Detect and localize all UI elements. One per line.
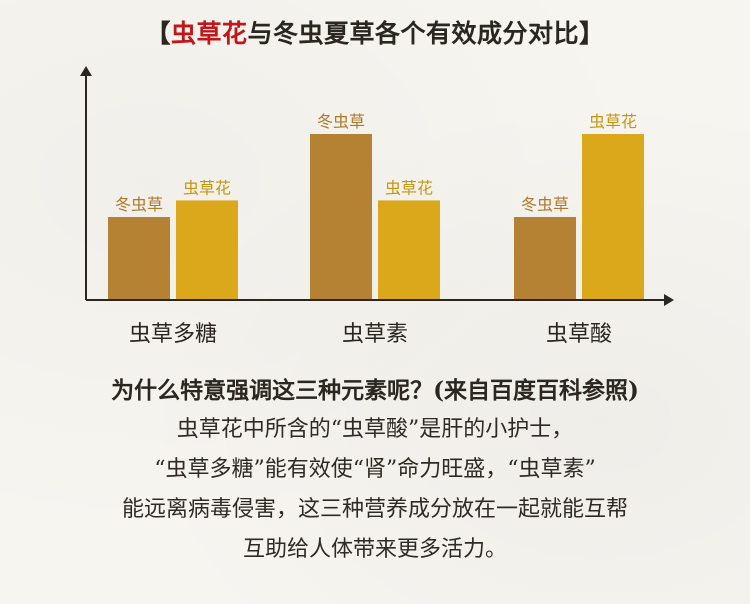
bar-1-1 xyxy=(108,217,170,300)
bar-2-1 xyxy=(310,134,372,300)
bar-3-2 xyxy=(582,134,644,300)
category-label-2: 虫草素 xyxy=(342,322,408,347)
bar-label-1-1: 冬虫草 xyxy=(115,195,163,214)
section-heading: 为什么特意强调这三种元素呢？(来自百度百科参照) xyxy=(111,377,639,404)
paragraph-line-4: 互助给人体带来更多活力。 xyxy=(242,537,507,562)
paragraph-line-3: 能远离病毒侵害，这三种营养成分放在一起就能互帮 xyxy=(121,497,628,522)
page-title: 【虫草花与冬虫夏草各个有效成分对比】 xyxy=(0,14,750,50)
y-axis-arrow xyxy=(80,66,92,76)
paragraph-line-1: 虫草花中所含的“虫草酸”是肝的小护士， xyxy=(176,417,574,442)
bar-label-3-2: 虫草花 xyxy=(589,112,637,131)
title-bracket-close: 】 xyxy=(579,19,605,48)
paragraph-line-2: “虫草多糖”能有效使“肾”命力旺盛，“虫草素” xyxy=(154,457,596,482)
title-rest: 与冬虫夏草各个有效成分对比 xyxy=(247,19,580,48)
bar-2-2 xyxy=(378,200,440,300)
bar-label-1-2: 虫草花 xyxy=(183,178,231,197)
title-highlight: 虫草花 xyxy=(170,19,248,48)
bar-label-2-1: 冬虫草 xyxy=(317,112,365,131)
x-axis-arrow xyxy=(664,294,674,306)
bar-3-1 xyxy=(514,217,576,300)
category-label-3: 虫草酸 xyxy=(546,322,612,347)
title-bracket-open: 【 xyxy=(145,19,171,48)
bar-label-3-1: 冬虫草 xyxy=(521,195,569,214)
bar-1-2 xyxy=(176,200,238,300)
bar-label-2-2: 虫草花 xyxy=(385,178,433,197)
category-label-1: 虫草多糖 xyxy=(129,322,217,347)
